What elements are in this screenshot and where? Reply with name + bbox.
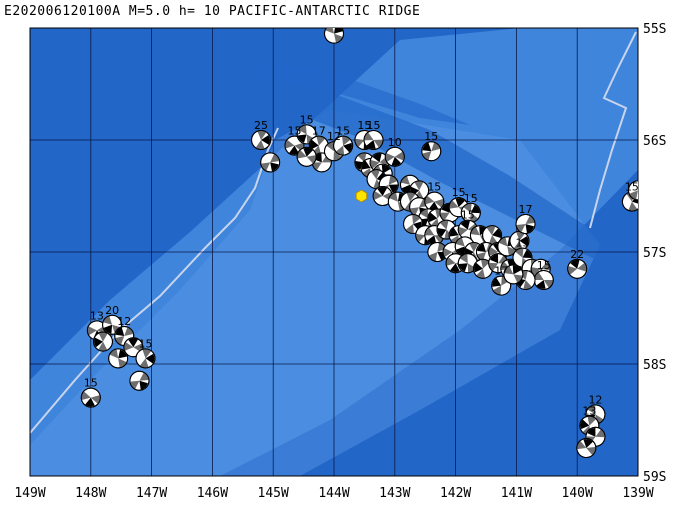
map-title: E202006120100A M=5.0 h= 10 PACIFIC-ANTAR… bbox=[4, 4, 421, 19]
latitude-tick-label: 55S bbox=[643, 22, 666, 37]
depth-label: 15 bbox=[357, 119, 371, 132]
longitude-tick-label: 145W bbox=[258, 486, 289, 501]
focal-mechanism-beachball bbox=[372, 186, 393, 206]
longitude-tick-label: 142W bbox=[440, 486, 471, 501]
depth-label: 13 bbox=[90, 309, 104, 322]
depth-label: 15 bbox=[84, 377, 98, 390]
epicenter-marker bbox=[355, 189, 368, 203]
depth-label: 17 bbox=[327, 13, 341, 26]
focal-mechanism-beachball bbox=[503, 264, 524, 285]
focal-mechanism-beachball bbox=[576, 438, 597, 458]
depth-label: 20 bbox=[105, 304, 119, 317]
focal-mechanism-beachball bbox=[102, 314, 123, 335]
focal-mechanism-beachball bbox=[515, 214, 536, 234]
latitude-labels: 55S 56S 57S 58S 59S bbox=[643, 22, 666, 485]
focal-mechanism-beachball bbox=[135, 348, 156, 369]
latitude-tick-label: 59S bbox=[643, 470, 666, 485]
depth-label: 15 bbox=[424, 130, 438, 143]
depth-label: 15 bbox=[287, 125, 301, 138]
longitude-tick-label: 149W bbox=[14, 486, 45, 501]
depth-label: 15 bbox=[139, 337, 153, 350]
focal-mechanism-beachball bbox=[628, 180, 638, 201]
depth-label: 15 bbox=[427, 181, 441, 194]
focal-mechanism-beachball bbox=[472, 258, 493, 279]
depth-label: 15 bbox=[336, 125, 350, 138]
depth-label: 12 bbox=[588, 393, 602, 406]
depth-label: 25 bbox=[254, 119, 268, 132]
depth-label: 12 bbox=[327, 130, 341, 143]
focal-mechanism-beachball bbox=[460, 202, 481, 223]
longitude-tick-label: 140W bbox=[562, 486, 593, 501]
longitude-tick-label: 147W bbox=[136, 486, 167, 501]
focal-mechanism-beachball bbox=[533, 270, 554, 290]
depth-label: 15 bbox=[461, 209, 475, 222]
longitude-tick-label: 148W bbox=[75, 486, 106, 501]
focal-mechanism-beachball bbox=[482, 225, 503, 246]
focal-mechanism-beachball bbox=[80, 387, 101, 408]
focal-mechanism-beachball bbox=[424, 191, 445, 212]
focal-mechanism-beachball bbox=[296, 146, 317, 167]
focal-mechanism-beachball bbox=[129, 370, 150, 391]
focal-mechanism-beachball bbox=[509, 230, 530, 251]
focal-mechanism-beachball bbox=[333, 135, 354, 156]
depth-label: 13 bbox=[582, 405, 596, 418]
depth-label: 17 bbox=[312, 125, 326, 138]
longitude-tick-label: 146W bbox=[197, 486, 228, 501]
depth-label: 10 bbox=[388, 136, 402, 149]
latitude-tick-label: 57S bbox=[643, 246, 666, 261]
depth-label: 15 bbox=[300, 113, 314, 126]
depth-label: 15 bbox=[515, 237, 529, 250]
latitude-tick-label: 56S bbox=[643, 134, 666, 149]
depth-label: 22 bbox=[570, 248, 584, 261]
longitude-tick-label: 139W bbox=[622, 486, 653, 501]
depth-label: 17 bbox=[494, 265, 508, 278]
depth-label: 15 bbox=[452, 186, 466, 199]
focal-mechanism-beachball bbox=[260, 152, 281, 173]
focal-mechanism-beachball bbox=[324, 28, 344, 44]
focal-mechanism-beachball bbox=[384, 146, 405, 167]
longitude-tick-label: 144W bbox=[318, 486, 349, 501]
focal-mechanism-beachball bbox=[421, 141, 442, 162]
focal-mechanism-beachball bbox=[251, 130, 272, 150]
fracture-zone-strip-2 bbox=[250, 60, 470, 125]
focal-mechanism-beachball bbox=[363, 130, 384, 150]
depth-label: 15 bbox=[537, 259, 551, 272]
depth-label: 15 bbox=[625, 181, 639, 194]
depth-label: 12 bbox=[117, 315, 131, 328]
longitude-labels: 149W 148W 147W 146W 145W 144W 143W 142W 141W 140W… bbox=[14, 486, 653, 501]
ridge-line-east bbox=[589, 31, 637, 229]
depth-label: 17 bbox=[519, 203, 533, 216]
latitude-tick-label: 58S bbox=[643, 358, 666, 373]
main-epicenter bbox=[355, 189, 368, 203]
focal-mechanism-beachball bbox=[567, 258, 588, 279]
depth-label: 15 bbox=[464, 192, 478, 205]
focal-mechanism-beachball bbox=[92, 331, 113, 352]
focal-mechanism-beachball bbox=[108, 348, 129, 369]
longitude-tick-label: 143W bbox=[379, 486, 410, 501]
longitude-tick-label: 141W bbox=[501, 486, 532, 501]
depth-label: 15 bbox=[367, 119, 381, 132]
